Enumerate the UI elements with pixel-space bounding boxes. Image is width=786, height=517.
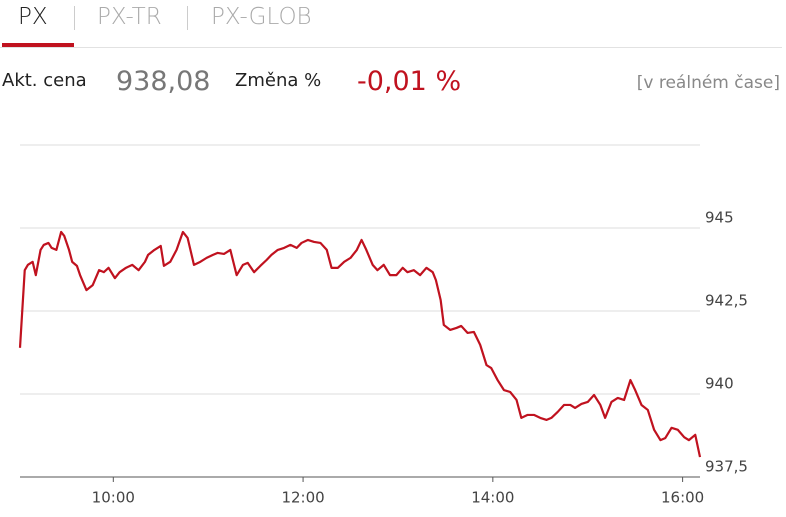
y-tick-label: 945 xyxy=(705,209,734,227)
x-tick-label: 14:00 xyxy=(471,489,514,507)
change-label: Změna % xyxy=(235,70,322,91)
price-label: Akt. cena xyxy=(2,70,87,91)
tab[interactable]: PX xyxy=(18,4,48,30)
y-tick-label: 942,5 xyxy=(705,292,748,310)
x-tick-label: 16:00 xyxy=(661,489,704,507)
x-tick-label: 12:00 xyxy=(281,489,324,507)
tab[interactable]: PX-GLOB xyxy=(211,4,312,30)
x-tick-label: 10:00 xyxy=(92,489,135,507)
tab[interactable]: PX-TR xyxy=(97,4,162,30)
tab-bar: PX PX-TR PX-GLOB xyxy=(0,0,782,48)
y-tick-label: 940 xyxy=(705,375,734,393)
realtime-note: [v reálném čase] xyxy=(636,73,780,93)
tab-separator xyxy=(187,6,188,30)
tab-separator xyxy=(74,6,75,30)
active-tab-indicator xyxy=(2,43,74,47)
price: 938,08 xyxy=(116,66,211,97)
change: -0,01 % xyxy=(357,66,462,97)
price-line xyxy=(18,230,702,458)
y-tick-label: 937,5 xyxy=(705,458,748,476)
